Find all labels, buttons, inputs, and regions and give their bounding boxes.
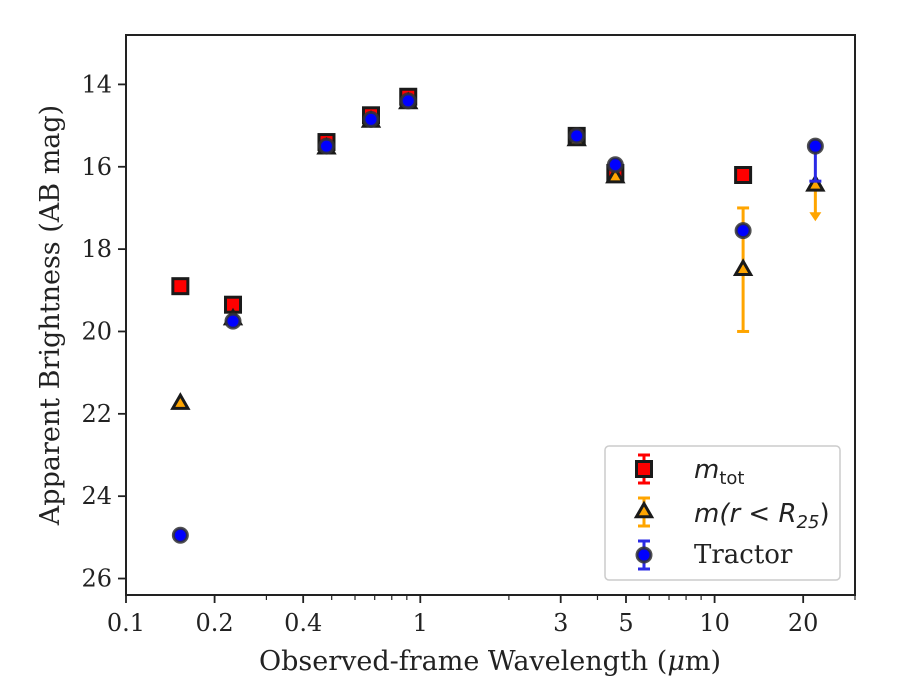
x-tick-label: 0.2 (196, 609, 234, 637)
upper-limit-arrow (809, 212, 822, 222)
x-tick-label: 5 (618, 609, 633, 637)
data-point (317, 137, 335, 155)
y-tick-label: 22 (81, 400, 112, 428)
data-point (362, 110, 380, 128)
data-point (224, 312, 242, 330)
y-tick-label: 14 (81, 70, 112, 98)
legend-marker (633, 500, 655, 519)
y-tick-label: 26 (81, 565, 112, 593)
legend-swatch-2 (635, 539, 653, 571)
x-axis-label: Observed-frame Wavelength (μm) (259, 646, 721, 677)
data-point (399, 92, 417, 110)
data-point (606, 156, 624, 174)
data-point (171, 526, 189, 544)
axes-ticks: 0.1 0.2 0.4 1 3 5 10 20 14 16 18 20 22 24 26 (81, 70, 856, 637)
data-point (171, 277, 190, 296)
data-point (734, 166, 753, 184)
y-tick-label: 20 (81, 317, 112, 345)
data-marks (170, 87, 826, 544)
x-tick-label: 0.4 (284, 609, 322, 637)
x-tick-label: 20 (788, 609, 819, 637)
data-point (170, 392, 191, 410)
legend-swatch-1 (633, 496, 655, 528)
x-tick-label: 3 (553, 609, 568, 637)
y-tick-label: 18 (81, 235, 112, 263)
x-tick-label: 10 (699, 609, 730, 637)
data-point (734, 222, 752, 240)
data-point (605, 165, 626, 184)
y-tick-label: 16 (81, 153, 112, 181)
plot-frame (125, 34, 856, 596)
legend-label-m-r25: m(r < R25) (694, 499, 830, 533)
data-point (568, 127, 586, 145)
legend-label-tractor: Tractor (694, 540, 793, 570)
series-2 (171, 92, 824, 544)
data-point (805, 173, 826, 192)
legend-swatch-0 (635, 453, 653, 485)
data-point (806, 137, 824, 155)
data-point (732, 258, 754, 277)
legend-label-mtot: mtot (694, 455, 744, 489)
x-tick-label: 1 (413, 609, 428, 637)
legend: mtot m(r < R25) Tractor (604, 445, 841, 581)
legend-marker (635, 460, 653, 478)
legend-marker (635, 546, 653, 564)
y-axis-label: Apparent Brightness (AB mag) (35, 105, 66, 526)
y-tick-label: 24 (81, 482, 112, 510)
legend-box (604, 445, 841, 581)
x-tick-label: 0.1 (107, 609, 145, 637)
